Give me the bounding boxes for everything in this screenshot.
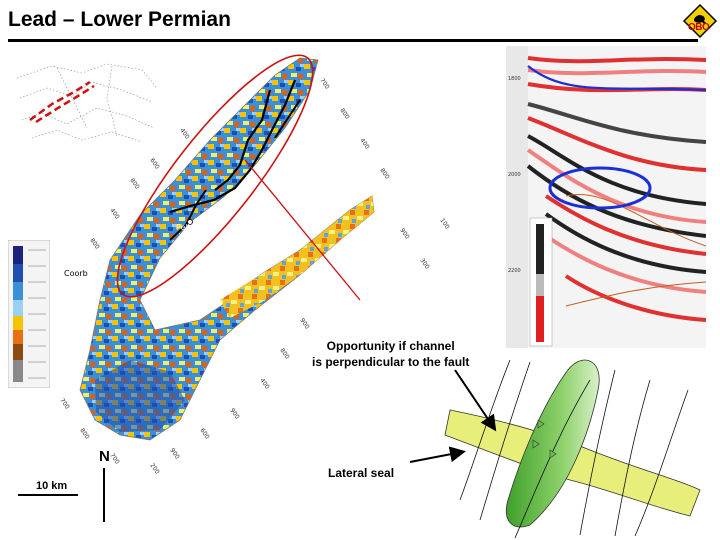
svg-text:900: 900 (168, 447, 180, 461)
title-divider (8, 39, 698, 42)
svg-text:100: 100 (438, 217, 450, 231)
svg-text:400: 400 (108, 207, 120, 221)
place-label: Coorb (64, 269, 88, 278)
well-label: Pelican 5 (176, 223, 212, 232)
svg-text:900: 900 (298, 317, 310, 331)
svg-text:200: 200 (148, 462, 160, 476)
channel-fault-sketch (444, 359, 701, 539)
lateral-seal-label: Lateral seal (328, 466, 395, 480)
amplitude-colour-legend-icon (8, 240, 50, 388)
svg-text:600: 600 (148, 157, 160, 171)
svg-text:800: 800 (278, 347, 290, 361)
svg-text:400: 400 (178, 127, 190, 141)
svg-text:600: 600 (198, 427, 210, 441)
svg-text:700: 700 (58, 397, 70, 411)
svg-text:400: 400 (358, 137, 370, 151)
svg-text:2000: 2000 (508, 172, 521, 178)
svg-text:400: 400 (258, 377, 270, 391)
opportunity-callout: Opportunity if channel is perpendicular … (312, 338, 469, 370)
slide-title: Lead – Lower Permian (8, 8, 231, 31)
svg-text:900: 900 (398, 227, 410, 241)
svg-text:1800: 1800 (508, 76, 521, 82)
logo-text: OBO (688, 22, 710, 33)
svg-text:800: 800 (378, 167, 390, 181)
amplitude-map: Pelican 5 Coorb 400 600 800 400 800 700 … (58, 54, 451, 476)
seismic-section: 1800 2000 2200 (506, 46, 706, 348)
svg-text:900: 900 (228, 407, 240, 421)
inset-location-map (12, 58, 160, 146)
scale-label: 10 km (36, 480, 68, 492)
svg-text:800: 800 (78, 427, 90, 441)
svg-text:800: 800 (338, 107, 350, 121)
north-arrow-icon (103, 468, 105, 522)
north-label: N (99, 448, 110, 465)
svg-text:700: 700 (318, 77, 330, 91)
svg-text:2200: 2200 (508, 268, 521, 274)
kangaroo-warning-sign-icon (682, 3, 718, 39)
scale-bar (18, 494, 78, 496)
svg-text:300: 300 (418, 257, 430, 271)
svg-text:800: 800 (128, 177, 140, 191)
opportunity-line-1: Opportunity if channel (326, 339, 455, 353)
opportunity-line-2: is perpendicular to the fault (312, 355, 470, 369)
svg-text:800: 800 (88, 237, 100, 251)
